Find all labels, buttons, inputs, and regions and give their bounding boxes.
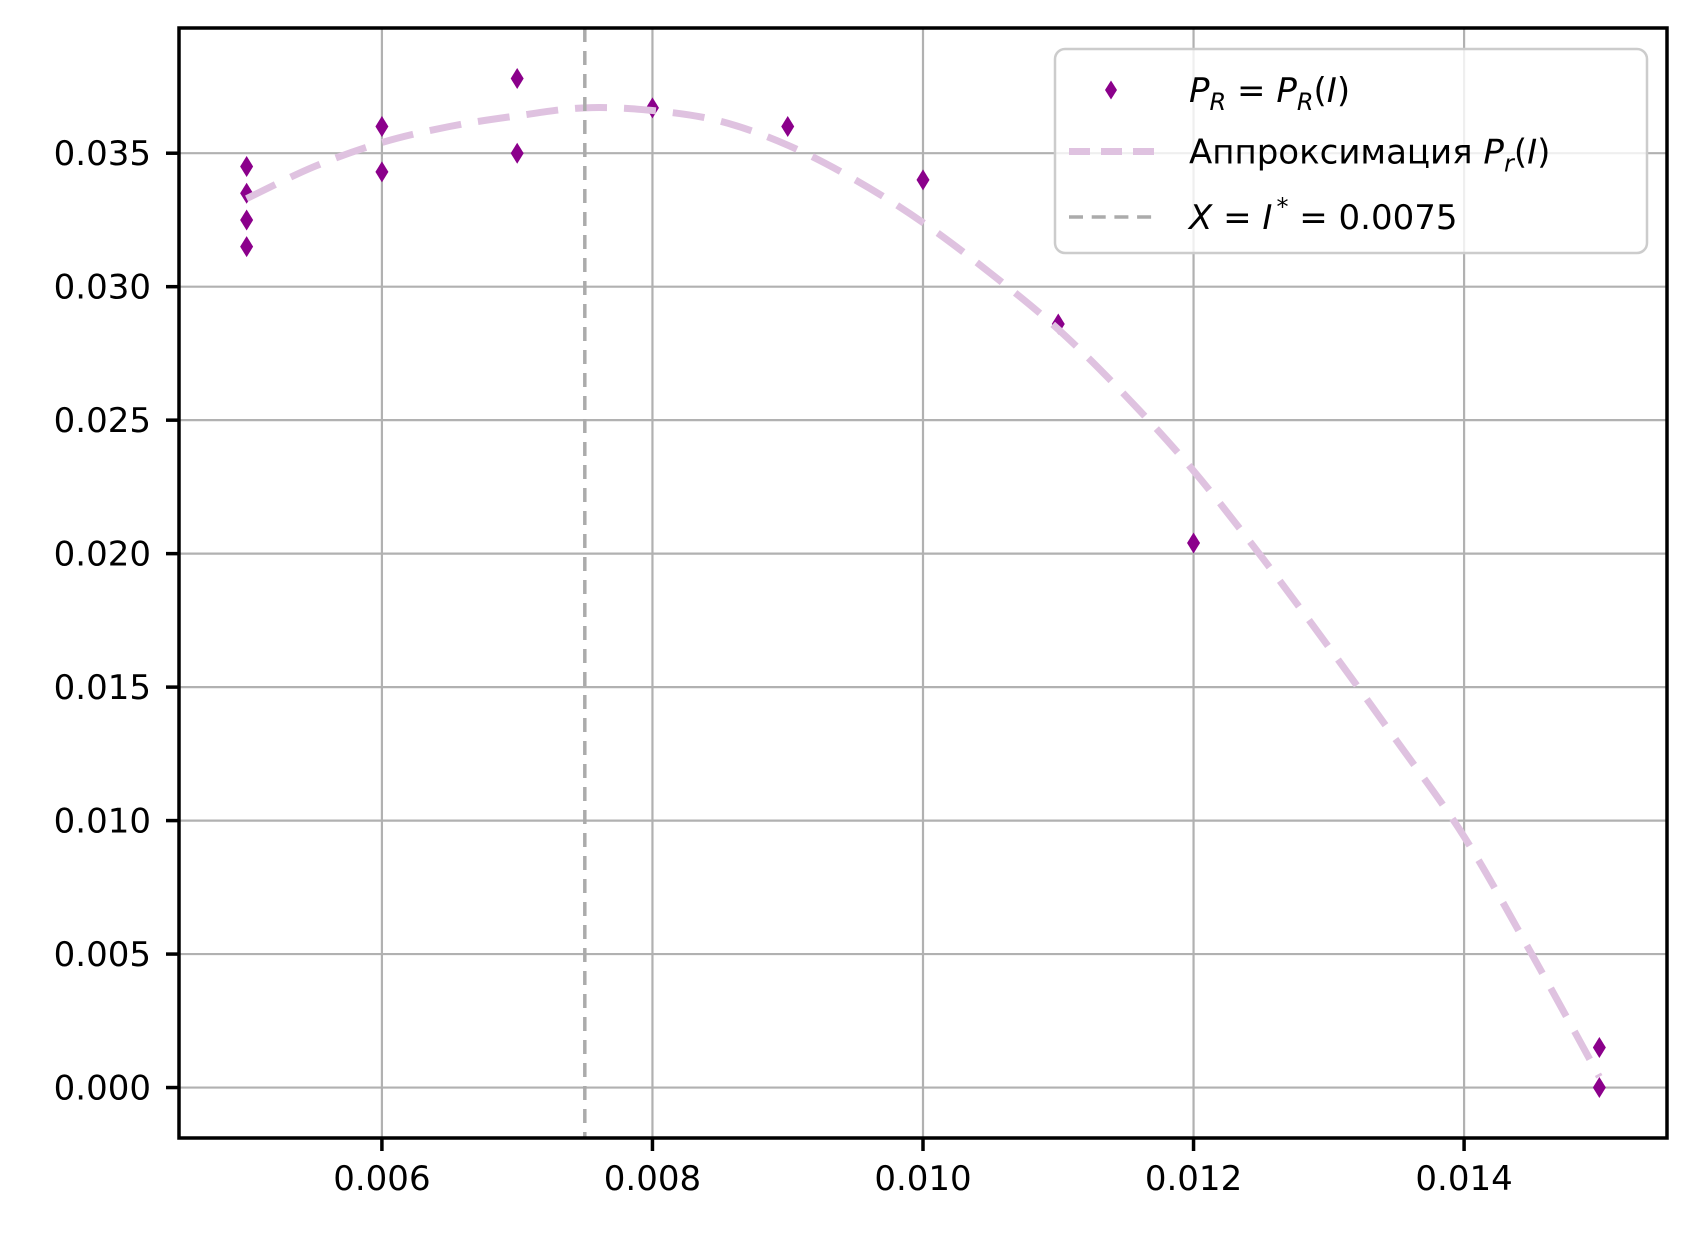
legend-label: Аппроксимация Pr(I) [1189, 133, 1550, 178]
data-point [916, 169, 930, 191]
legend-label-segment: ) [1537, 133, 1550, 173]
data-point [1592, 1077, 1606, 1099]
data-point [1187, 532, 1201, 554]
legend-label-segment: ( [1514, 133, 1527, 173]
legend-label-segment: r [1504, 150, 1516, 178]
legend-label-segment: P [1189, 71, 1210, 111]
data-point [510, 142, 524, 164]
data-point [510, 67, 524, 89]
y-tick-label: 0.020 [54, 535, 151, 575]
x-tick-label: 0.014 [1415, 1159, 1512, 1199]
legend: PR = PR(I)Аппроксимация Pr(I)X = I * = 0.… [1053, 47, 1649, 255]
tick-marks [166, 151, 1466, 1151]
legend-label-segment: P [1276, 71, 1297, 111]
x-tick-label: 0.010 [874, 1159, 971, 1199]
legend-label-segment: X [1187, 198, 1213, 238]
legend-label-segment: I [1327, 71, 1337, 111]
y-tick-label: 0.025 [54, 401, 151, 441]
legend-box [1053, 47, 1649, 255]
legend-label: PR = PR(I) [1189, 71, 1350, 116]
legend-label-segment: R [1210, 88, 1227, 116]
legend-label-segment: R [1297, 88, 1314, 116]
legend-label: X = I * = 0.0075 [1187, 193, 1458, 238]
x-tick-label: 0.006 [333, 1159, 430, 1199]
gridlines [179, 28, 1667, 1138]
x-tick-label: 0.012 [1145, 1159, 1242, 1199]
legend-label-segment: ) [1337, 71, 1350, 111]
y-tick-label: 0.005 [54, 935, 151, 975]
x-tick-label: 0.008 [604, 1159, 701, 1199]
y-tick-label: 0.000 [54, 1069, 151, 1109]
legend-diamond-marker [1105, 80, 1117, 100]
legend-item: Аппроксимация Pr(I) [1069, 133, 1550, 178]
y-tick-label: 0.030 [54, 268, 151, 308]
legend-label-segment: Аппроксимация [1189, 133, 1483, 173]
legend-label-segment: P [1483, 133, 1504, 173]
data-point [375, 161, 389, 183]
data-point [781, 116, 795, 138]
legend-item: X = I * = 0.0075 [1069, 193, 1458, 238]
legend-item: PR = PR(I) [1105, 71, 1350, 116]
legend-label-segment: * [1276, 193, 1288, 221]
y-tick-label: 0.010 [54, 802, 151, 842]
approximation-curve [245, 104, 1603, 1079]
legend-label-segment: = [1226, 71, 1276, 111]
y-tick-label: 0.035 [54, 134, 151, 174]
data-point [240, 236, 254, 258]
legend-label-segment: = [1212, 198, 1262, 238]
y-tick-label: 0.015 [54, 668, 151, 708]
data-point [240, 209, 254, 231]
data-point [240, 156, 254, 178]
data-point [375, 116, 389, 138]
legend-label-segment: I [1527, 133, 1537, 173]
tick-labels: 0.006 0.008 0.010 0.012 0.014 0.000 0.005 0.010… [54, 134, 1513, 1199]
legend-label-segment: I [1262, 198, 1272, 238]
data-point [1592, 1037, 1606, 1059]
legend-label-segment: ( [1314, 71, 1327, 111]
legend-label-segment: = 0.0075 [1288, 198, 1457, 238]
